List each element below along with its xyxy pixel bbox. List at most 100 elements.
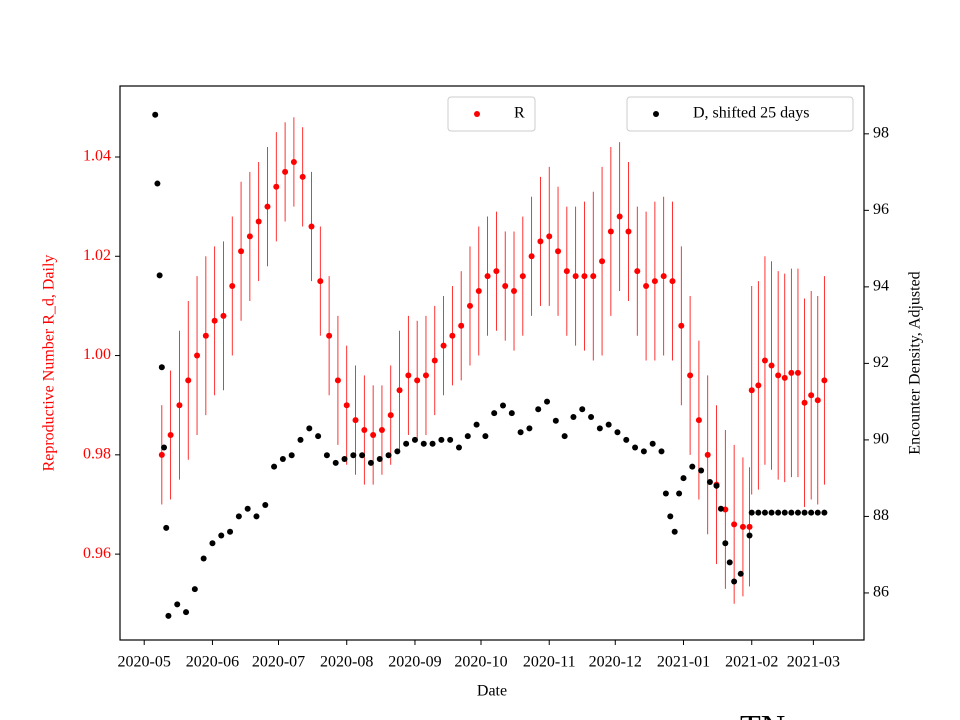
point [680, 475, 687, 482]
point [704, 451, 711, 458]
point [717, 505, 724, 512]
point [755, 382, 762, 389]
point [572, 273, 579, 280]
point [640, 448, 647, 455]
point [555, 248, 562, 255]
point [561, 433, 568, 440]
point [731, 521, 738, 528]
point [420, 440, 427, 447]
point [695, 417, 702, 424]
point [158, 364, 165, 371]
point [768, 509, 775, 516]
point [449, 332, 456, 339]
point [768, 362, 775, 369]
point [152, 111, 159, 118]
point [755, 509, 762, 516]
point [220, 312, 227, 319]
point [746, 523, 753, 530]
point [361, 427, 368, 434]
point [403, 440, 410, 447]
point [271, 463, 278, 470]
legend-marker [474, 111, 480, 117]
point [396, 387, 403, 394]
point [315, 433, 322, 440]
x-tick-label: 2020-06 [186, 654, 239, 671]
point [376, 456, 383, 463]
point [306, 425, 313, 432]
point [438, 436, 445, 443]
legend-marker [653, 111, 659, 117]
point [667, 513, 674, 520]
point [464, 433, 471, 440]
point [821, 377, 828, 384]
point [519, 273, 526, 280]
y2-tick-label: 94 [873, 278, 889, 295]
y2-tick-label: 90 [873, 431, 889, 448]
point [367, 459, 374, 466]
point [808, 392, 815, 399]
point [473, 421, 480, 428]
point [308, 223, 315, 230]
point [590, 273, 597, 280]
point [794, 509, 801, 516]
point [748, 509, 755, 516]
point [746, 532, 753, 539]
point [255, 218, 262, 225]
point [429, 440, 436, 447]
point [517, 429, 524, 436]
point [458, 322, 465, 329]
point [343, 402, 350, 409]
point [156, 272, 163, 279]
point [202, 332, 209, 339]
y-tick-label: 0.98 [83, 446, 111, 463]
x-tick-label: 2020-08 [320, 654, 373, 671]
point [596, 425, 603, 432]
point [775, 509, 782, 516]
point [455, 444, 462, 451]
point [722, 506, 729, 513]
point [352, 417, 359, 424]
point [632, 444, 639, 451]
point [781, 509, 788, 516]
legend-label: R [514, 105, 525, 122]
point [411, 436, 418, 443]
point [726, 559, 733, 566]
point [264, 203, 271, 210]
point [326, 332, 333, 339]
point [546, 233, 553, 240]
point [651, 278, 658, 285]
point [332, 459, 339, 466]
point [422, 372, 429, 379]
x-tick-label: 2020-11 [523, 654, 576, 671]
point [808, 509, 815, 516]
legend: D, shifted 25 days [626, 96, 854, 132]
point [579, 406, 586, 413]
y2-axis-label: Encounter Density, Adjusted [907, 271, 924, 454]
point [552, 417, 559, 424]
point [253, 513, 260, 520]
point [235, 513, 242, 520]
point [154, 180, 161, 187]
point [801, 399, 808, 406]
point [350, 452, 357, 459]
point [775, 372, 782, 379]
point [607, 228, 614, 235]
point [678, 322, 685, 329]
x-tick-label: 2020-07 [252, 654, 305, 671]
point [658, 448, 665, 455]
point [359, 452, 366, 459]
point [299, 173, 306, 180]
point [623, 436, 630, 443]
point [158, 451, 165, 458]
point [781, 374, 788, 381]
point [183, 609, 190, 616]
point [491, 410, 498, 417]
point [246, 233, 253, 240]
point [290, 158, 297, 165]
point [297, 436, 304, 443]
point [731, 578, 738, 585]
point [440, 342, 447, 349]
point [625, 228, 632, 235]
point [643, 283, 650, 290]
